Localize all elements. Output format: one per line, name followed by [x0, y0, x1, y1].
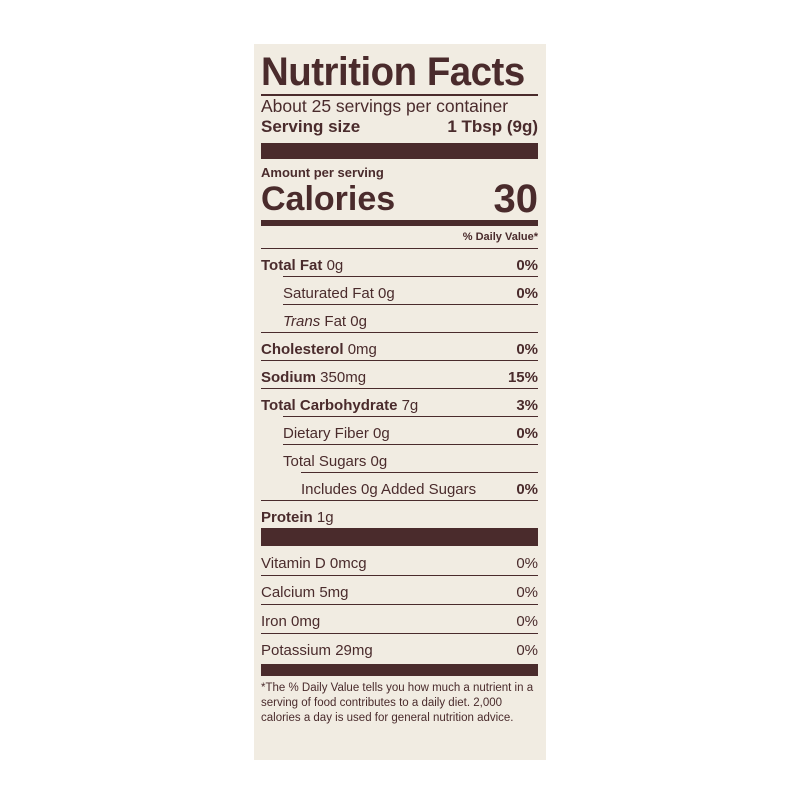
serving-size-value: 1 Tbsp (9g): [447, 117, 538, 136]
label-title: Nutrition Facts: [261, 50, 525, 94]
nutrient-dv: 3%: [516, 397, 538, 414]
thick-divider: [261, 528, 538, 546]
vitamin-dv: 0%: [516, 555, 538, 572]
calories-value: 30: [493, 177, 539, 221]
nutrient-dv: 0%: [516, 285, 538, 302]
nutrient-amount: 0mg: [347, 341, 377, 358]
nutrient-dv: 0%: [516, 257, 538, 274]
servings-per-container: About 25 servings per container: [261, 96, 509, 116]
vitamin-name: Potassium 29mg: [261, 642, 373, 659]
nutrient-name: Trans: [283, 313, 321, 330]
nutrient-amount: 0g: [326, 257, 344, 274]
nutrient-name: Cholesterol: [261, 341, 344, 358]
vitamin-name: Calcium 5mg: [261, 584, 349, 601]
vitamin-name: Iron 0mg: [261, 613, 321, 630]
vitamin-dv: 0%: [516, 613, 538, 630]
nutrient-row: Saturated Fat 0g 0%: [283, 276, 538, 304]
divider: [261, 94, 538, 96]
nutrient-dv: 0%: [516, 481, 538, 498]
nutrient-row: Cholesterol 0mg 0%: [261, 332, 538, 360]
bottom-divider: [261, 664, 538, 676]
vitamin-name: Vitamin D 0mcg: [261, 555, 367, 572]
daily-value-header: % Daily Value*: [462, 231, 538, 243]
serving-size-label: Serving size: [261, 117, 361, 136]
nutrient-row: Protein 1g: [261, 500, 538, 528]
nutrient-row: Trans Fat 0g: [283, 304, 538, 332]
vitamin-row: Calcium 5mg 0%: [261, 575, 538, 604]
nutrient-dv: 15%: [507, 369, 538, 386]
nutrient-amount: Total Sugars 0g: [283, 453, 388, 470]
nutrient-name: Total Carbohydrate: [261, 397, 398, 414]
nutrient-row: Total Fat 0g 0%: [261, 248, 538, 276]
nutrient-amount: 1g: [316, 509, 334, 526]
thick-divider: [261, 143, 538, 159]
calories-label: Calories: [261, 180, 396, 218]
nutrition-facts-label: Nutrition Facts About 25 servings per co…: [254, 44, 546, 760]
vitamin-dv: 0%: [516, 584, 538, 601]
vitamin-row: Potassium 29mg 0%: [261, 633, 538, 662]
nutrient-amount: Dietary Fiber 0g: [283, 425, 390, 442]
vitamin-dv: 0%: [516, 642, 538, 659]
nutrient-amount: Saturated Fat 0g: [283, 285, 395, 302]
nutrient-amount: 350mg: [320, 369, 367, 386]
nutrient-name: Total Fat: [261, 257, 323, 274]
nutrient-row: Total Carbohydrate 7g 3%: [261, 388, 538, 416]
nutrient-row: Dietary Fiber 0g 0%: [283, 416, 538, 444]
vitamin-row: Vitamin D 0mcg 0%: [261, 546, 538, 575]
amount-per-serving: Amount per serving: [261, 165, 384, 180]
nutrient-name: Sodium: [261, 369, 316, 386]
nutrient-dv: 0%: [516, 425, 538, 442]
nutrient-row: Sodium 350mg 15%: [261, 360, 538, 388]
nutrient-amount: 7g: [401, 397, 419, 414]
serving-size: Serving size 1 Tbsp (9g): [261, 117, 538, 137]
nutrient-name: Protein: [261, 509, 313, 526]
calories: Calories 30: [261, 177, 539, 221]
nutrient-amount: Fat 0g: [324, 313, 367, 330]
nutrient-amount: Includes 0g Added Sugars: [301, 481, 477, 498]
nutrient-dv: 0%: [516, 341, 538, 358]
medium-divider: [261, 220, 538, 226]
vitamin-row: Iron 0mg 0%: [261, 604, 538, 633]
nutrient-row: Total Sugars 0g: [283, 444, 538, 472]
footnote: *The % Daily Value tells you how much a …: [261, 682, 534, 724]
nutrient-row: Includes 0g Added Sugars 0%: [301, 472, 538, 500]
